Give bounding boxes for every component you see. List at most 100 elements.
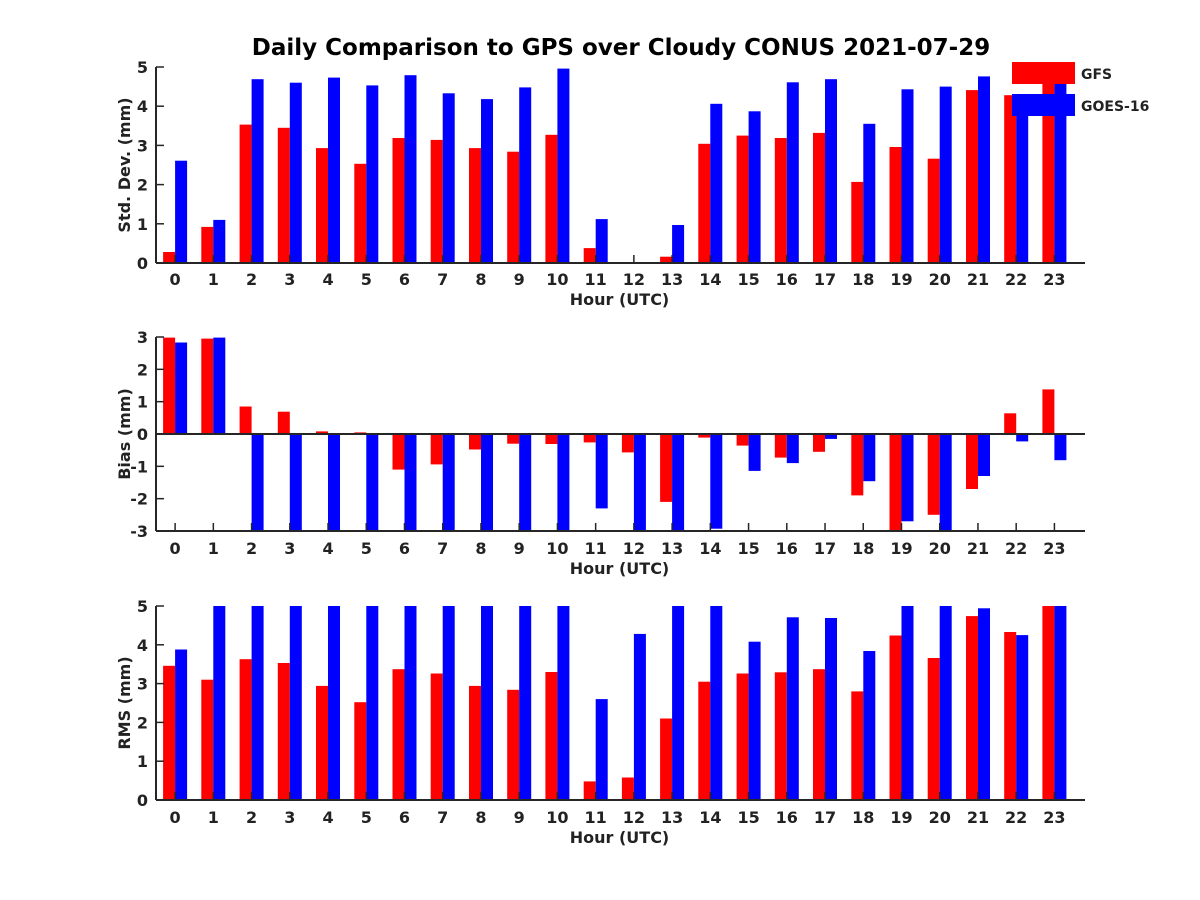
bar-goes-16-hour-0 xyxy=(175,160,188,263)
x-tick-label: 22 xyxy=(1005,808,1027,827)
x-axis-label: Hour (UTC) xyxy=(570,828,670,847)
bar-gfs-hour-1 xyxy=(201,226,214,263)
bar-gfs-hour-17 xyxy=(813,669,825,800)
bar-gfs-hour-6 xyxy=(392,669,405,800)
x-tick-label: 6 xyxy=(399,808,410,827)
bar-goes-16-hour-9 xyxy=(519,87,532,264)
bar-gfs-hour-0 xyxy=(163,665,176,800)
bar-gfs-hour-4 xyxy=(316,685,328,800)
x-tick-label: 21 xyxy=(967,808,989,827)
x-tick-label: 2 xyxy=(246,808,257,827)
x-tick-label: 4 xyxy=(322,270,333,289)
bar-goes-16-hour-16 xyxy=(786,434,799,464)
bar-gfs-hour-21 xyxy=(966,434,978,489)
y-tick-label: 4 xyxy=(137,97,148,116)
bar-gfs-hour-23 xyxy=(1042,606,1055,800)
y-tick-label: -1 xyxy=(130,457,148,476)
bias-panel: 0 1 2 3 4 5 6 7 8 9 10 11 12 13 14 15 16 17 18 19 20 21 22 23-3… xyxy=(115,328,1085,578)
bar-goes-16-hour-7 xyxy=(442,93,455,263)
bar-gfs-hour-10 xyxy=(545,672,558,800)
x-tick-label: 3 xyxy=(284,270,295,289)
bar-gfs-hour-5 xyxy=(354,163,367,263)
y-tick-label: 4 xyxy=(137,636,148,655)
bar-goes-16-hour-8 xyxy=(481,99,493,263)
chart-panels: 0 1 2 3 4 5 6 7 8 9 10 11 12 13 14 15 16 17 18 19 20 21 22 2301… xyxy=(115,58,1085,847)
bar-goes-16-hour-23 xyxy=(1054,80,1067,263)
bar-gfs-hour-17 xyxy=(813,132,825,263)
bar-goes-16-hour-14 xyxy=(710,434,723,529)
bar-goes-16-hour-15 xyxy=(748,111,761,263)
x-tick-label: 7 xyxy=(437,808,448,827)
y-tick-label: 3 xyxy=(137,328,148,347)
x-tick-label: 20 xyxy=(929,539,951,558)
bar-goes-16-hour-21 xyxy=(978,608,990,800)
bar-goes-16-hour-10 xyxy=(557,434,570,531)
bar-goes-16-hour-22 xyxy=(1016,635,1029,800)
bar-gfs-hour-22 xyxy=(1004,632,1017,800)
x-tick-label: 15 xyxy=(737,270,759,289)
x-tick-label: 0 xyxy=(170,539,181,558)
bar-goes-16-hour-15 xyxy=(748,641,761,800)
bar-gfs-hour-6 xyxy=(392,434,405,470)
bar-goes-16-hour-23 xyxy=(1054,434,1067,461)
bar-gfs-hour-3 xyxy=(277,411,290,434)
bar-goes-16-hour-20 xyxy=(939,606,952,800)
y-tick-label: 0 xyxy=(137,254,148,273)
bar-goes-16-hour-17 xyxy=(825,434,837,439)
bar-gfs-hour-5 xyxy=(354,702,367,800)
bar-gfs-hour-14 xyxy=(698,143,711,263)
x-tick-label: 10 xyxy=(546,539,568,558)
x-tick-label: 9 xyxy=(514,539,525,558)
bar-gfs-hour-15 xyxy=(736,673,749,800)
bar-goes-16-hour-9 xyxy=(519,434,532,531)
bar-goes-16-hour-8 xyxy=(481,434,493,531)
bar-gfs-hour-10 xyxy=(545,134,558,263)
bar-gfs-hour-1 xyxy=(201,679,214,800)
x-tick-label: 0 xyxy=(170,270,181,289)
y-tick-label: 1 xyxy=(137,752,148,771)
y-axis-label: Bias (mm) xyxy=(115,388,134,480)
y-tick-label: 3 xyxy=(137,675,148,694)
bar-gfs-hour-12 xyxy=(621,777,634,800)
x-tick-label: 11 xyxy=(585,539,607,558)
x-tick-label: 12 xyxy=(623,808,645,827)
bar-gfs-hour-0 xyxy=(163,252,176,263)
bar-gfs-hour-11 xyxy=(583,248,596,263)
x-tick-label: 11 xyxy=(585,808,607,827)
x-tick-label: 8 xyxy=(475,270,486,289)
x-tick-label: 13 xyxy=(661,270,683,289)
x-tick-label: 20 xyxy=(929,270,951,289)
bar-goes-16-hour-6 xyxy=(404,434,417,531)
bar-goes-16-hour-22 xyxy=(1016,94,1029,264)
bar-goes-16-hour-0 xyxy=(175,342,188,434)
x-tick-label: 16 xyxy=(776,270,798,289)
bar-goes-16-hour-14 xyxy=(710,103,723,263)
bar-goes-16-hour-17 xyxy=(825,79,837,263)
bar-goes-16-hour-12 xyxy=(633,434,646,531)
x-tick-label: 4 xyxy=(322,539,333,558)
bar-goes-16-hour-23 xyxy=(1054,606,1067,800)
bar-gfs-hour-0 xyxy=(163,337,176,434)
x-tick-label: 8 xyxy=(475,808,486,827)
bar-goes-16-hour-5 xyxy=(366,85,379,264)
bar-goes-16-hour-16 xyxy=(786,82,799,263)
x-tick-label: 18 xyxy=(852,539,874,558)
bar-gfs-hour-21 xyxy=(966,616,978,800)
bar-goes-16-hour-3 xyxy=(289,82,302,263)
x-tick-label: 23 xyxy=(1043,270,1065,289)
x-tick-label: 7 xyxy=(437,270,448,289)
x-tick-label: 22 xyxy=(1005,270,1027,289)
bar-gfs-hour-22 xyxy=(1004,95,1017,263)
bar-goes-16-hour-18 xyxy=(863,434,876,482)
bar-gfs-hour-7 xyxy=(430,139,443,263)
bar-goes-16-hour-1 xyxy=(213,606,226,800)
y-axis-label: Std. Dev. (mm) xyxy=(115,97,134,232)
bar-goes-16-hour-10 xyxy=(557,606,570,800)
y-tick-label: 2 xyxy=(137,176,148,195)
bar-gfs-hour-18 xyxy=(851,434,864,496)
bar-goes-16-hour-0 xyxy=(175,649,188,800)
y-tick-label: -2 xyxy=(130,490,148,509)
x-tick-label: 14 xyxy=(699,270,721,289)
x-tick-label: 8 xyxy=(475,539,486,558)
y-tick-label: 5 xyxy=(137,597,148,616)
